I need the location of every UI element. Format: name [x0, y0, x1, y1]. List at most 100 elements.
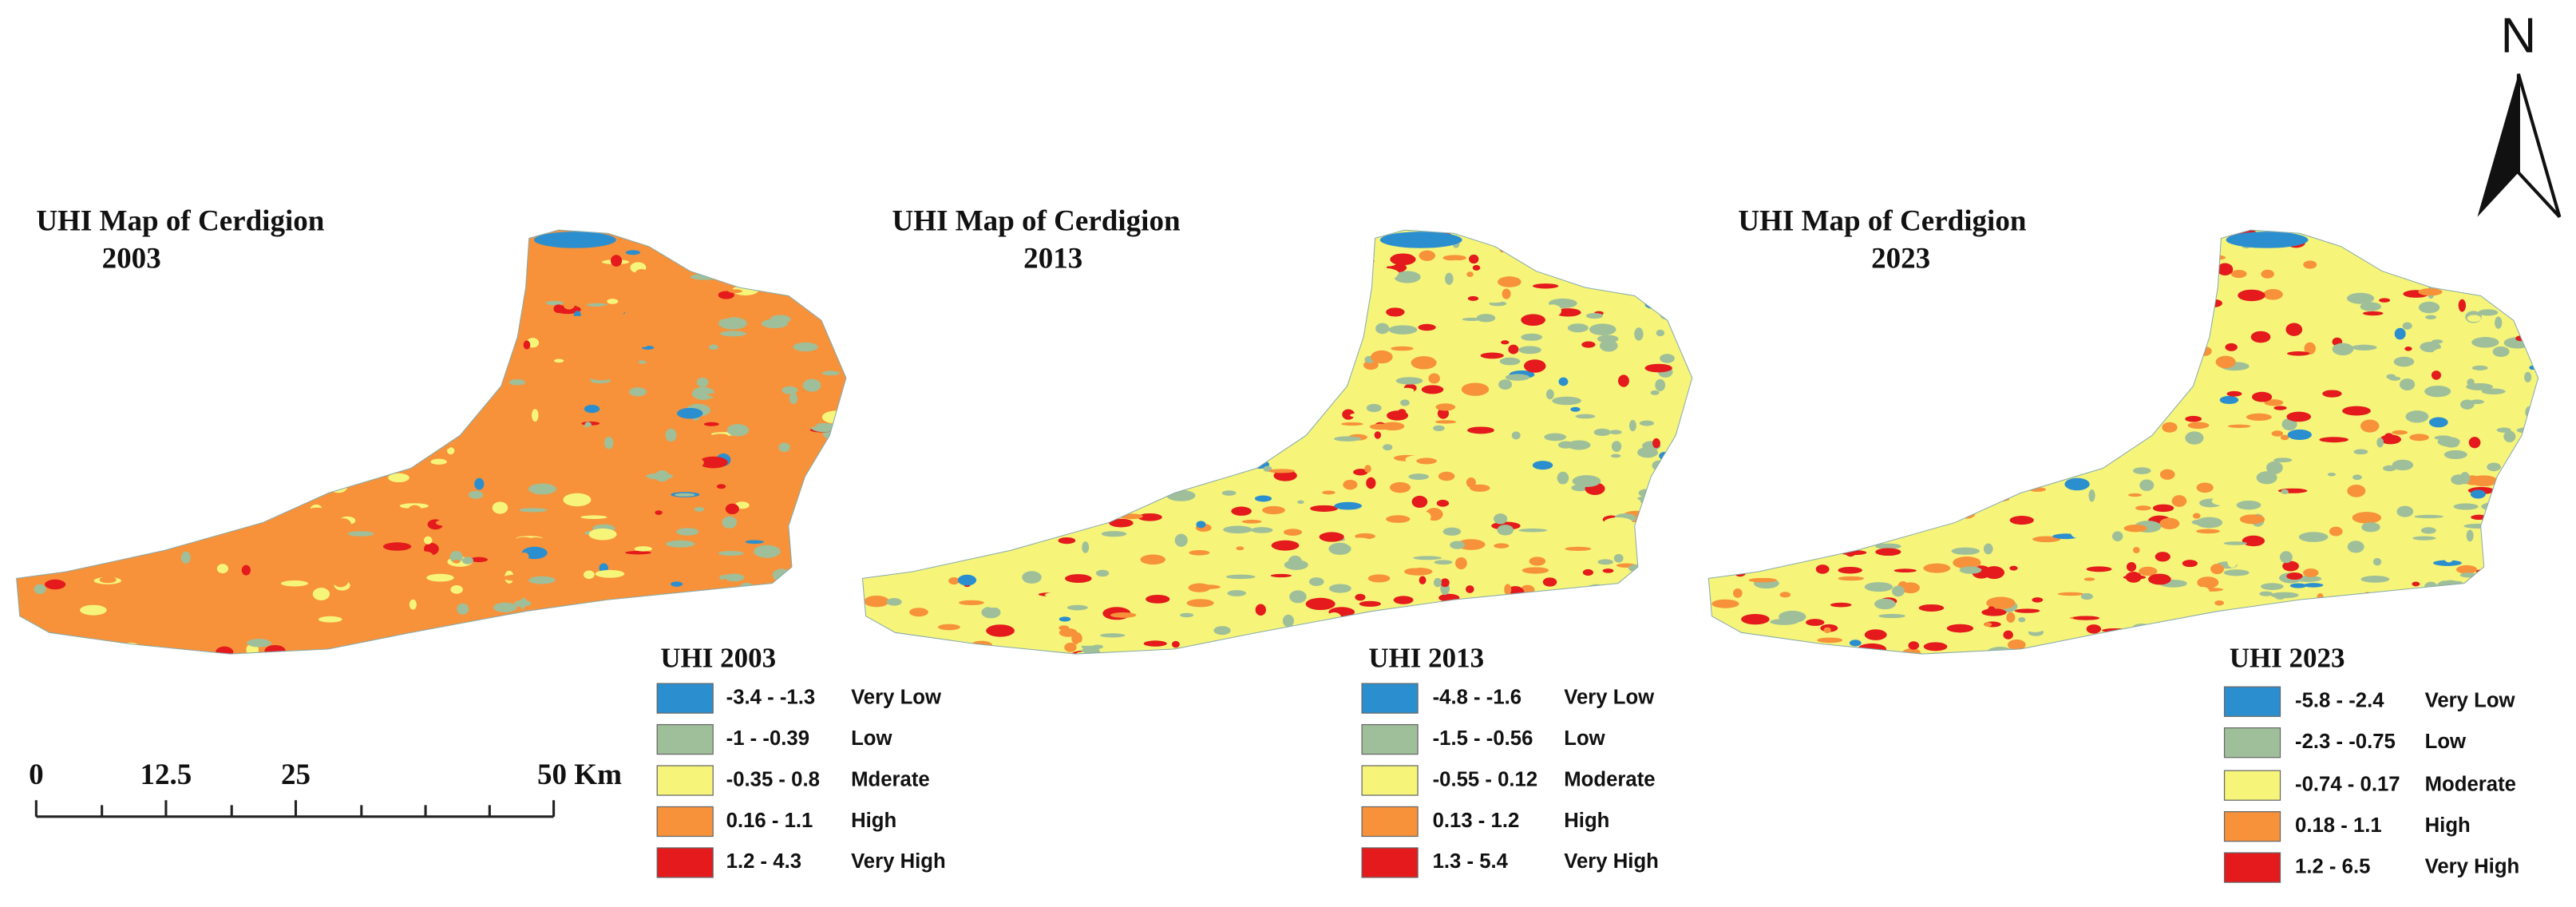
map-patch	[1776, 268, 1784, 275]
map-patch	[1913, 459, 1931, 469]
map-patch	[1830, 602, 1852, 608]
map-patch	[948, 576, 960, 585]
map-patch	[1797, 295, 1814, 310]
map-patch	[1634, 327, 1644, 341]
map-patch	[1040, 330, 1067, 335]
map-patch	[425, 408, 453, 413]
map-patch	[489, 327, 511, 339]
map-patch	[1386, 307, 1405, 317]
map-patch	[1321, 283, 1343, 290]
map-patch	[1851, 434, 1878, 445]
map-patch	[531, 621, 559, 627]
map-patch	[1815, 508, 1834, 514]
map-patch	[232, 244, 249, 252]
map-patch	[584, 609, 599, 623]
map-patch	[2029, 580, 2048, 586]
map-patch	[1035, 566, 1044, 571]
map-patch	[325, 370, 355, 374]
map-patch	[1108, 391, 1121, 397]
map-patch	[873, 647, 894, 655]
map-patch	[1857, 438, 1882, 443]
map-patch	[2332, 602, 2341, 614]
map-patch	[583, 390, 612, 402]
map-patch	[2195, 587, 2210, 596]
map-patch	[2329, 562, 2349, 567]
map-patch	[1366, 477, 1376, 489]
map-patch	[53, 326, 82, 331]
map-patch	[2281, 489, 2289, 495]
map-patch	[174, 488, 185, 500]
map-patch	[388, 473, 410, 483]
scale-label: 50 Km	[537, 758, 622, 791]
map-patch	[986, 317, 1009, 327]
map-patch	[1173, 354, 1191, 362]
legend-title: UHI 2003	[660, 642, 776, 673]
map-patch	[1397, 409, 1407, 416]
map-patch	[1466, 477, 1476, 488]
map-patch	[1088, 292, 1109, 305]
map-patch	[1731, 550, 1743, 558]
map-patch	[2242, 535, 2265, 547]
map-patch	[1217, 252, 1245, 258]
map-patch	[1050, 376, 1058, 388]
map-patch	[1434, 560, 1453, 565]
map-patch	[2146, 231, 2174, 241]
map-patch	[137, 651, 150, 655]
map-patch	[908, 550, 928, 555]
map-patch	[343, 610, 356, 616]
map-patch	[2402, 322, 2412, 330]
map-patch	[1197, 573, 1210, 578]
map-patch	[1066, 604, 1088, 611]
map-patch	[2274, 593, 2286, 600]
map-patch	[2063, 406, 2091, 418]
map-patch	[527, 426, 551, 434]
map-patch	[738, 582, 755, 595]
map-patch	[2280, 434, 2289, 441]
map-patch	[313, 318, 322, 323]
legend-label: Low	[851, 727, 892, 750]
map-patch	[2123, 307, 2151, 319]
map-patch	[2263, 288, 2283, 300]
map-patch	[542, 564, 555, 573]
map-patch	[2497, 608, 2510, 619]
map-patch	[567, 646, 575, 652]
map-patch	[1098, 489, 1106, 493]
map-patch	[2126, 255, 2137, 263]
map-patch	[2017, 425, 2029, 434]
map-patch	[1222, 258, 1233, 263]
map-patch	[1784, 572, 1798, 584]
map-patch	[810, 422, 837, 433]
map-patch	[2487, 462, 2501, 472]
map-patch	[782, 542, 795, 554]
map-patch	[1819, 343, 1832, 353]
map-patch	[70, 387, 91, 394]
map-patch	[449, 551, 463, 564]
map-patch	[1843, 378, 1873, 390]
map-patch	[1116, 392, 1141, 398]
map-patch	[1305, 597, 1335, 611]
map-patch	[251, 537, 261, 545]
map-patch	[808, 270, 825, 276]
map-patch	[1779, 260, 1807, 266]
map-patch	[1450, 541, 1466, 549]
map-patch	[1126, 388, 1140, 398]
map-patch	[1575, 414, 1596, 419]
map-patch	[1734, 361, 1763, 367]
map-patch	[51, 550, 74, 555]
map-patch	[461, 503, 470, 516]
map-patch	[322, 651, 342, 655]
map-patch	[1162, 483, 1178, 491]
map-patch	[2196, 600, 2216, 614]
map-patch	[1745, 530, 1773, 534]
map-patch	[2226, 390, 2242, 397]
map-patch	[438, 435, 449, 444]
map-patch	[1652, 460, 1667, 471]
map-patch	[1193, 261, 1213, 272]
map-patch	[1599, 339, 1618, 352]
map-patch	[638, 360, 647, 364]
map-patch	[299, 259, 327, 269]
map-patch	[327, 456, 346, 464]
map-patch	[1065, 574, 1092, 584]
map-patch	[739, 620, 754, 628]
map-patch	[2053, 644, 2075, 653]
